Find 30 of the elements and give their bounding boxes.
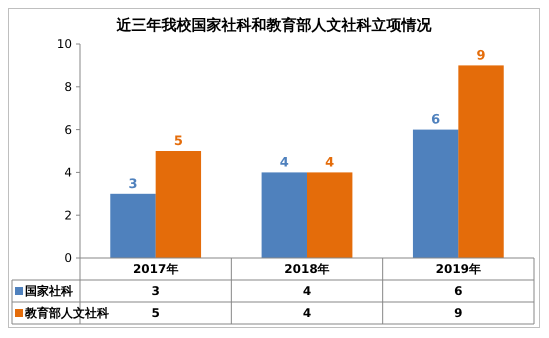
bar: [458, 65, 504, 258]
bar: [110, 194, 156, 258]
legend-label: 教育部人文社科: [24, 306, 109, 320]
bar: [307, 172, 352, 258]
data-label: 4: [302, 284, 312, 298]
y-tick-label: 6: [64, 122, 72, 137]
bar: [262, 172, 307, 258]
annotation: 5: [174, 134, 183, 149]
bar: [156, 151, 202, 258]
data-label: 5: [151, 306, 160, 320]
annotation: 6: [431, 112, 440, 128]
legend-label: 国家社科: [25, 284, 73, 298]
x-tick-label: 2017年: [132, 262, 178, 276]
y-tick-label: 2: [64, 208, 72, 222]
bar: [412, 130, 458, 258]
annotation: 4: [325, 155, 334, 170]
annotation: 9: [476, 48, 486, 64]
data-label: 6: [454, 284, 463, 298]
data-label: 9: [454, 306, 463, 320]
y-tick-label: 8: [64, 80, 72, 94]
annotation: 4: [280, 155, 289, 170]
data-label: 3: [151, 284, 160, 298]
chart-title: 近三年我校国家社科和教育部人文社科立项情况: [116, 16, 432, 34]
x-tick-label: 2018年: [284, 262, 330, 276]
y-tick-label: 4: [64, 166, 72, 180]
data-label: 4: [302, 306, 312, 320]
y-tick-label: 0: [64, 251, 72, 266]
annotation: 3: [128, 176, 138, 192]
y-tick-label: 10: [56, 37, 72, 52]
x-tick-label: 2019年: [436, 262, 482, 276]
